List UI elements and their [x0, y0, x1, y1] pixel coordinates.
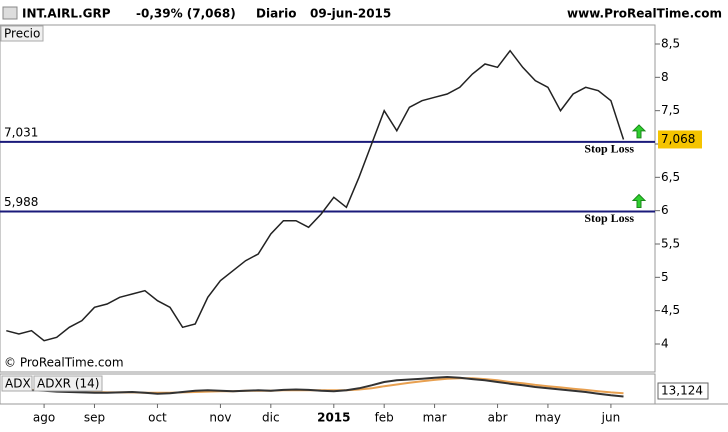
- x-tick-label: nov: [209, 411, 231, 425]
- indicator-label-box: [33, 375, 103, 392]
- indicator-label: ADXR (14): [37, 377, 99, 391]
- price-line: [6, 49, 625, 342]
- x-tick-label: sep: [84, 411, 105, 425]
- last-price-label: 7,068: [661, 132, 695, 146]
- up-arrow: [631, 124, 647, 139]
- date: 09-jun-2015: [310, 7, 391, 21]
- panel-label: Precio: [4, 27, 40, 41]
- level-label: 5,988: [4, 195, 38, 209]
- level-note: Stop Loss: [584, 142, 634, 156]
- y-tick-label: 5,5: [661, 237, 680, 251]
- last-price-box: [658, 130, 702, 149]
- price-panel: [0, 24, 656, 373]
- level-note: Stop Loss: [584, 211, 634, 225]
- panel-label-box: [0, 25, 44, 42]
- x-tick-label: jun: [601, 411, 621, 425]
- indicator-label-box: [1, 375, 33, 392]
- chart-icon: [2, 6, 18, 20]
- copyright: © ProRealTime.com: [4, 356, 124, 370]
- x-tick-label: feb: [375, 411, 394, 425]
- x-tick-label: dic: [262, 411, 280, 425]
- y-tick-label: 5: [661, 270, 669, 284]
- x-tick-label: 2015: [317, 411, 350, 425]
- x-tick-label: oct: [148, 411, 167, 425]
- indicator-label: ADX: [5, 377, 31, 391]
- x-tick-label: abr: [488, 411, 508, 425]
- y-tick-label: 6,5: [661, 170, 680, 184]
- y-tick-label: 4,5: [661, 303, 680, 317]
- y-tick-label: 8,5: [661, 37, 680, 51]
- y-tick-label: 8: [661, 70, 669, 84]
- period: Diario: [256, 7, 296, 21]
- x-tick-label: ago: [33, 411, 55, 425]
- indicator-current-box: [657, 382, 709, 400]
- ticker: INT.AIRL.GRP: [22, 7, 111, 21]
- level-label: 7,031: [4, 125, 38, 139]
- y-tick-label: 4: [661, 337, 669, 351]
- x-tick-label: may: [535, 411, 561, 425]
- x-tick-label: mar: [423, 411, 447, 425]
- indicator-line: [6, 375, 624, 398]
- y-tick-label: 6: [661, 203, 669, 217]
- change: -0,39% (7,068): [136, 7, 236, 21]
- y-tick-label: 7,5: [661, 103, 680, 117]
- up-arrow: [631, 193, 647, 208]
- source: www.ProRealTime.com: [567, 7, 722, 21]
- indicator-current-label: 13,124: [661, 384, 703, 398]
